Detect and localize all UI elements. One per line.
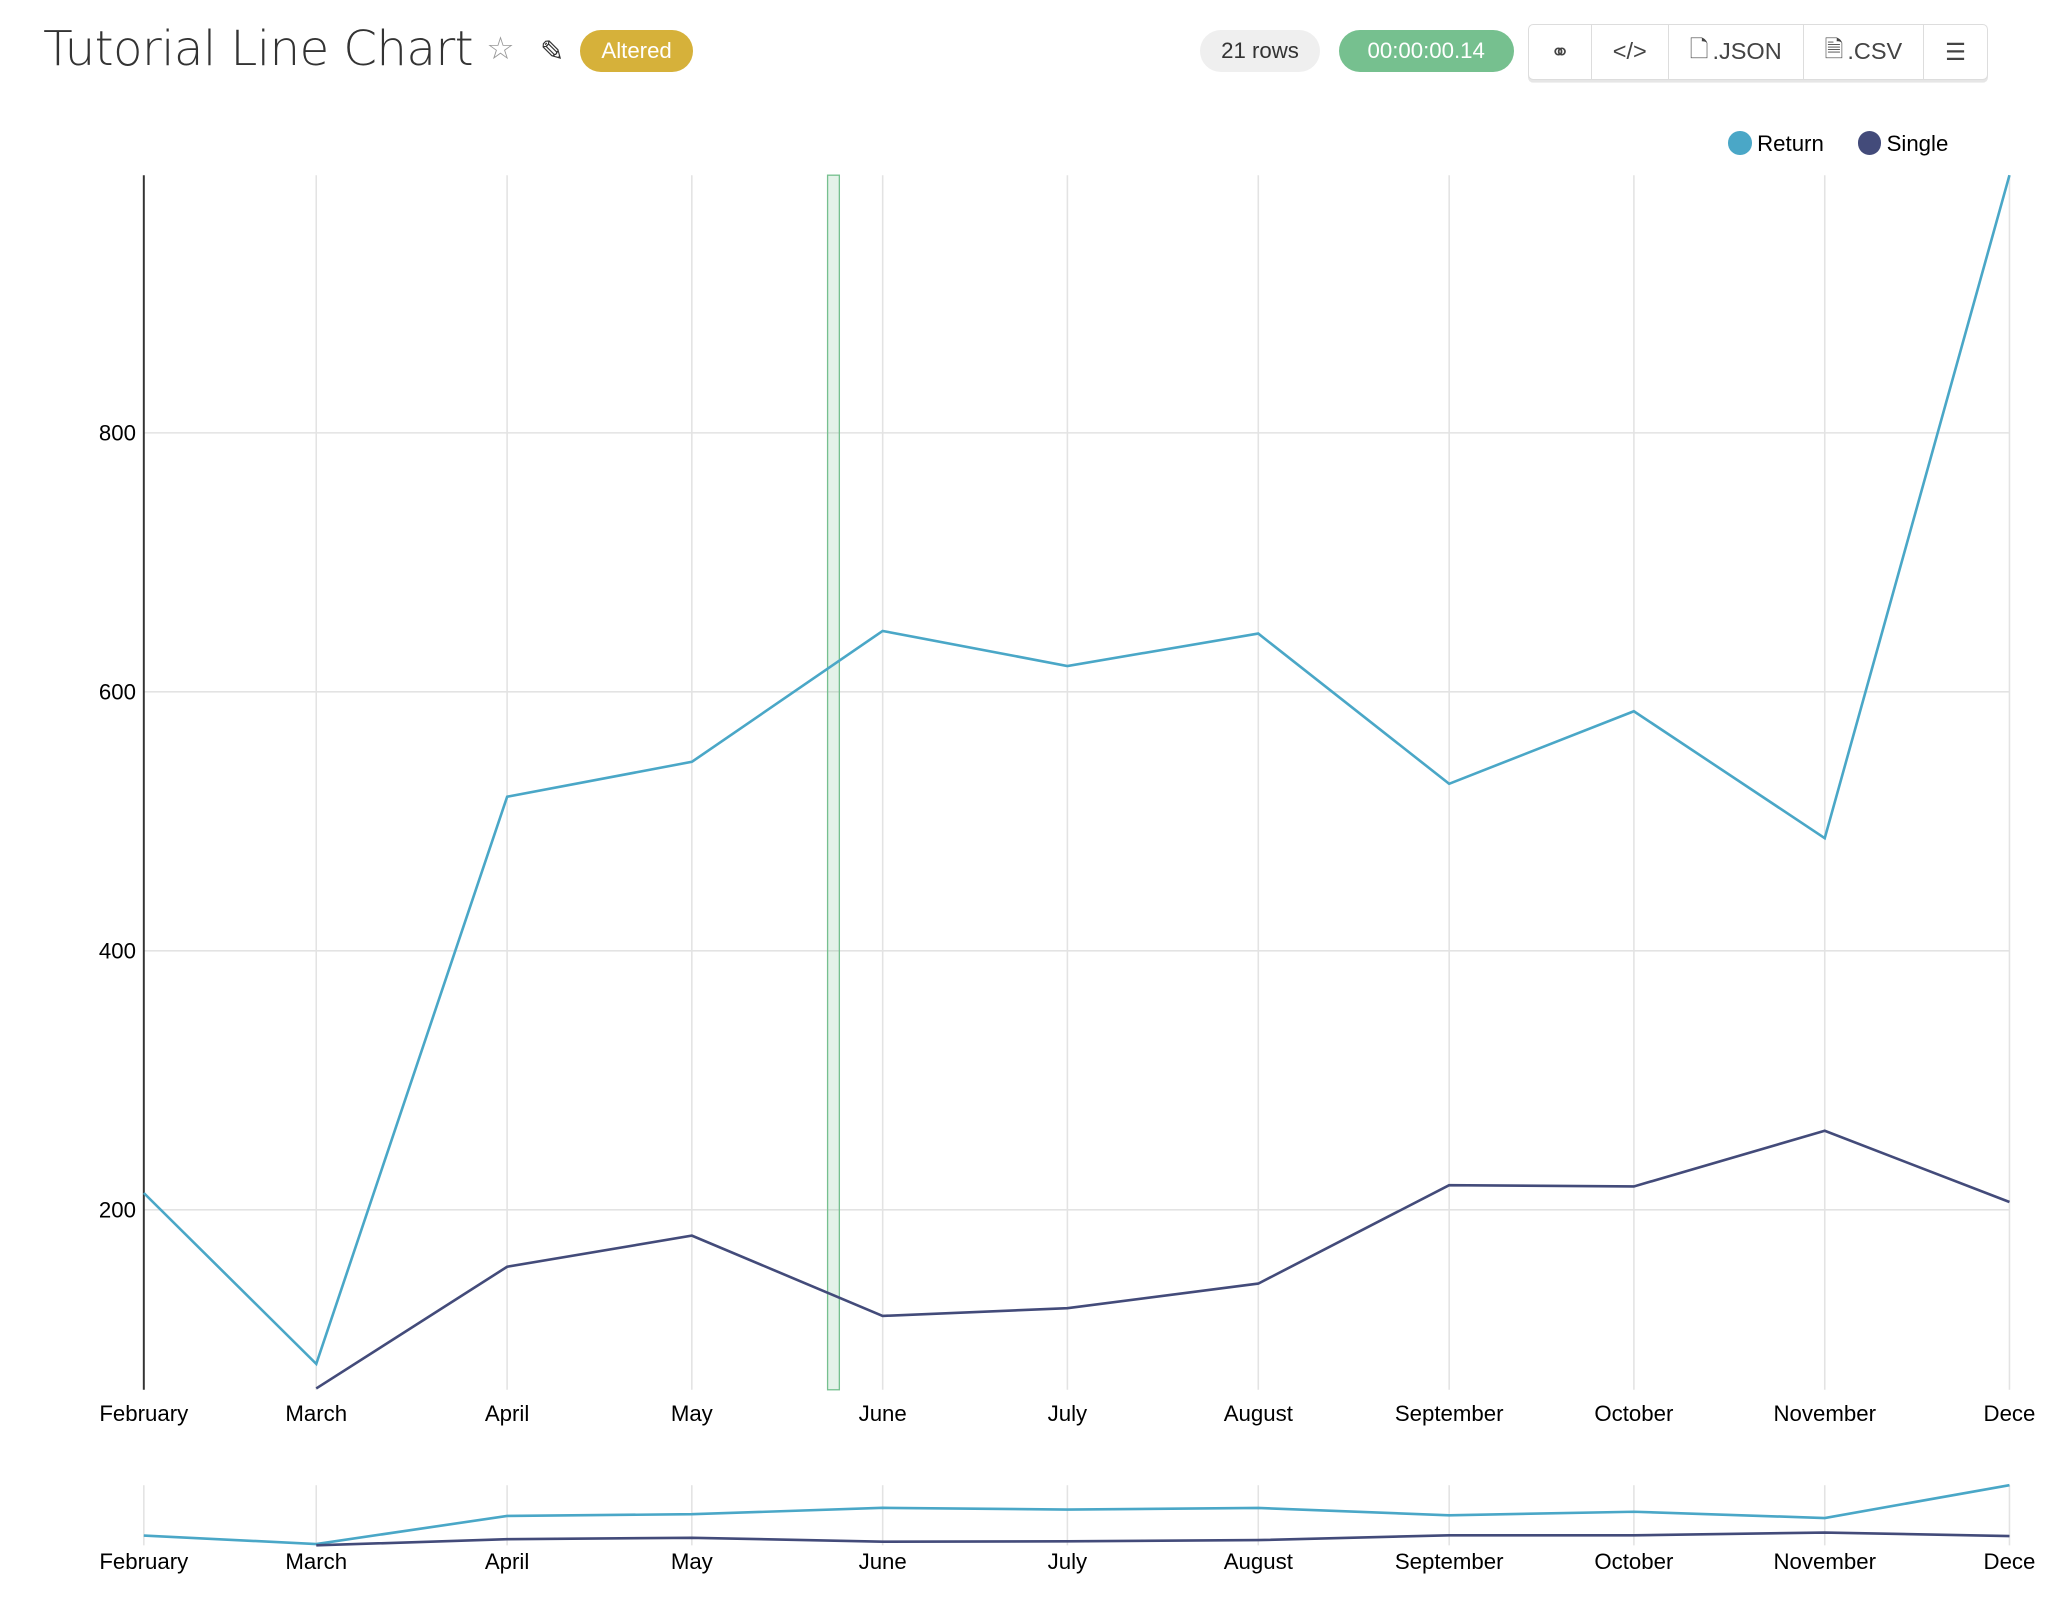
y-tick-label: 800 xyxy=(99,421,136,446)
mini-x-tick-label: June xyxy=(859,1549,907,1574)
export-json-button[interactable]: 🗋 .JSON xyxy=(1669,24,1804,80)
json-label: .JSON xyxy=(1712,38,1782,65)
legend-item-single[interactable]: Single xyxy=(1857,130,1949,157)
x-tick-label: July xyxy=(1048,1401,1088,1426)
legend-dot-icon xyxy=(1857,131,1882,155)
menu-button[interactable]: ☰ xyxy=(1924,25,1987,80)
mini-x-tick-label: April xyxy=(485,1549,529,1574)
page-title: Tutorial Line Chart xyxy=(43,20,473,77)
y-tick-label: 200 xyxy=(99,1198,136,1223)
legend: Return Single xyxy=(1728,131,1948,157)
x-tick-label: September xyxy=(1395,1401,1504,1426)
mini-x-tick-label: Dece xyxy=(1984,1549,2036,1574)
mini-x-tick-label: March xyxy=(285,1549,347,1574)
mini-x-tick-label: February xyxy=(99,1549,189,1574)
x-tick-label: October xyxy=(1594,1401,1674,1426)
mini-x-tick-label: May xyxy=(671,1549,714,1574)
legend-label: Return xyxy=(1757,130,1824,156)
mini-x-tick-label: November xyxy=(1774,1549,1877,1574)
toolbar: ⚭ </> 🗋 .JSON 🗎 .CSV ☰ xyxy=(1528,23,1989,81)
menu-icon: ☰ xyxy=(1945,38,1967,65)
main-series-return xyxy=(142,174,2011,1367)
embed-button[interactable]: </> xyxy=(1592,24,1669,80)
csv-label: .CSV xyxy=(1847,38,1903,65)
status-badge: Altered xyxy=(580,30,693,72)
mini-series-single xyxy=(316,1531,2010,1547)
legend-label: Single xyxy=(1886,130,1949,156)
mini-x-tick-label: August xyxy=(1224,1549,1294,1574)
y-tick-label: 600 xyxy=(99,680,136,705)
x-tick-label: March xyxy=(285,1401,347,1426)
x-tick-label: May xyxy=(671,1401,714,1426)
mini-series-return xyxy=(143,1483,2010,1546)
star-icon[interactable]: ☆ xyxy=(486,31,515,67)
export-csv-button[interactable]: 🗎 .CSV xyxy=(1804,24,1925,80)
link-icon: ⚭ xyxy=(1550,38,1570,65)
mini-x-tick-label: July xyxy=(1048,1549,1088,1574)
duration-badge: 00:00:00.14 xyxy=(1338,30,1514,72)
x-tick-label: Dece xyxy=(1984,1401,2036,1426)
link-button[interactable]: ⚭ xyxy=(1529,24,1592,80)
hover-highlight xyxy=(826,174,841,1391)
y-tick-label: 400 xyxy=(99,939,136,964)
x-tick-label: June xyxy=(859,1401,907,1426)
code-icon: </> xyxy=(1612,38,1647,65)
file-code-icon: 🗋 xyxy=(1689,35,1709,62)
x-tick-label: November xyxy=(1774,1401,1877,1426)
x-tick-label: August xyxy=(1224,1401,1294,1426)
main-series-single xyxy=(315,1129,2010,1390)
x-tick-label: February xyxy=(99,1401,189,1426)
x-tick-label: April xyxy=(485,1401,529,1426)
mini-x-tick-label: September xyxy=(1395,1549,1504,1574)
file-text-icon: 🗎 xyxy=(1824,35,1844,62)
legend-item-return[interactable]: Return xyxy=(1728,130,1824,157)
mini-x-tick-label: October xyxy=(1594,1549,1674,1574)
row-count-badge: 21 rows xyxy=(1200,30,1320,72)
edit-icon[interactable]: ✎ xyxy=(539,35,565,68)
legend-dot-icon xyxy=(1728,131,1752,155)
